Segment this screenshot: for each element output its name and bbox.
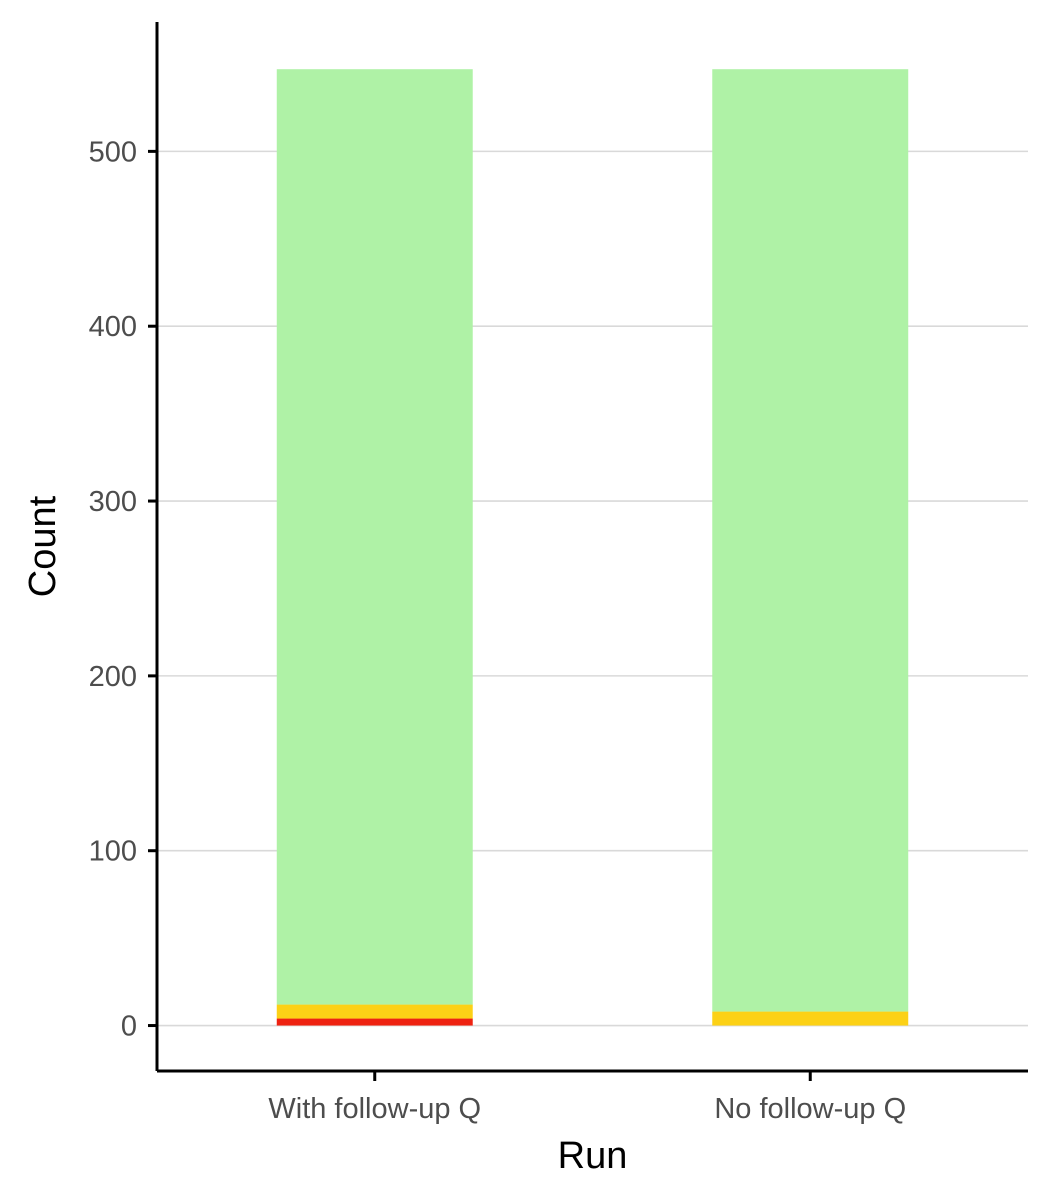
bar-segment-1-1: [712, 1011, 909, 1026]
y-tick-label: 100: [89, 836, 137, 868]
x-axis-ticks: With follow-up Q No follow-up Q: [268, 1071, 906, 1125]
axes: [155, 22, 1028, 1073]
bar-segment-0-1: [276, 1004, 473, 1019]
x-tick-label: No follow-up Q: [714, 1093, 906, 1125]
y-axis-ticks: 0 100 200 300 400 500: [89, 136, 157, 1043]
x-tick-label: With follow-up Q: [268, 1093, 481, 1125]
bar-segment-0-2: [276, 69, 473, 1005]
bar-segment-0-0: [276, 1018, 473, 1026]
y-tick-label: 200: [89, 661, 137, 693]
bar-segment-1-2: [712, 69, 909, 1012]
x-axis-title: Run: [558, 1135, 628, 1177]
y-tick-label: 0: [121, 1011, 137, 1043]
y-tick-label: 300: [89, 486, 137, 518]
bars: [276, 69, 909, 1026]
y-axis-title: Count: [22, 495, 64, 597]
y-tick-label: 500: [89, 136, 137, 168]
y-tick-label: 400: [89, 311, 137, 343]
